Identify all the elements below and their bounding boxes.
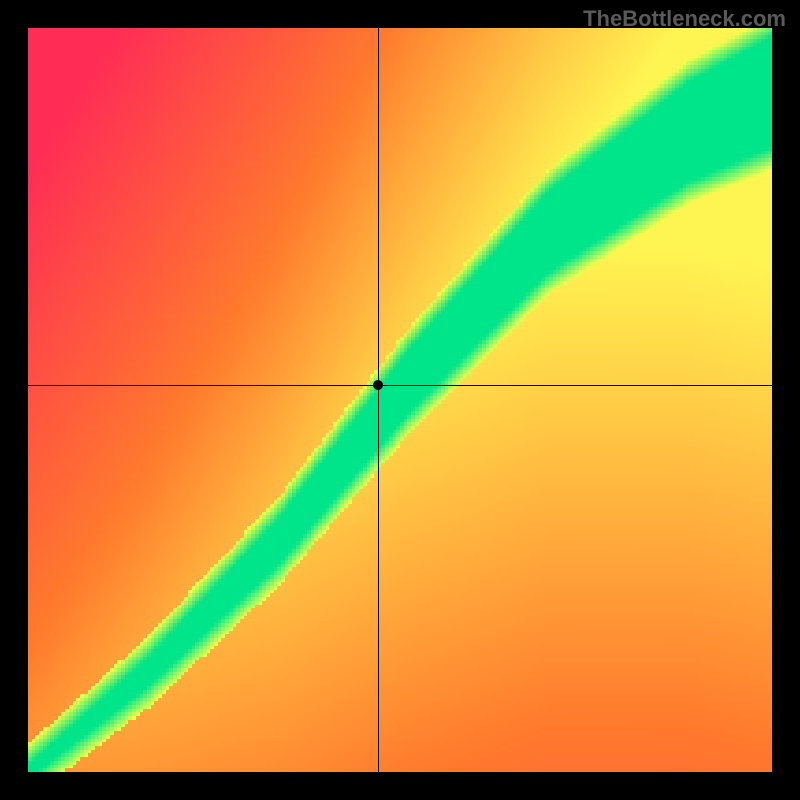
- data-point-marker: [373, 380, 383, 390]
- chart-container: TheBottleneck.com: [0, 0, 800, 800]
- watermark-text: TheBottleneck.com: [583, 6, 786, 32]
- heatmap-canvas: [28, 28, 772, 772]
- crosshair-vertical: [378, 28, 379, 772]
- crosshair-horizontal: [28, 385, 772, 386]
